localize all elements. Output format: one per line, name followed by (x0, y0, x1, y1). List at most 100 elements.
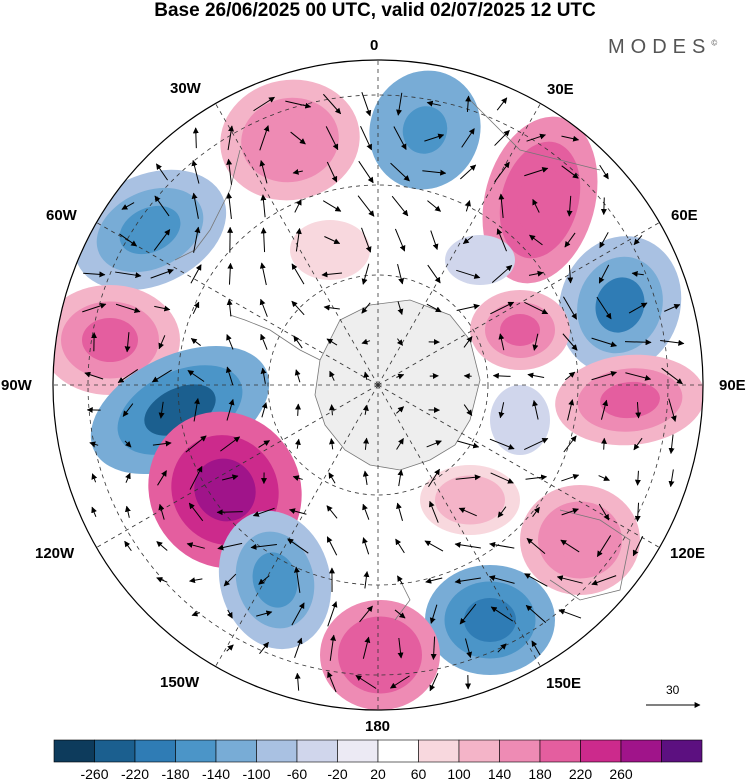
wind-vector (221, 474, 239, 481)
colorbar-tick-label: -180 (161, 766, 190, 782)
lon-label-150e: 150E (546, 675, 582, 692)
wind-vector (396, 338, 403, 346)
anomaly-patch (508, 406, 532, 434)
anomaly-patch (82, 318, 138, 362)
wind-vector (598, 475, 610, 481)
wind-vector (259, 262, 267, 286)
meridian-line (215, 384, 379, 667)
wind-vector (292, 475, 303, 482)
wind-vector (456, 303, 480, 312)
wind-vector (260, 367, 267, 384)
lon-label-60e: 60E (671, 207, 698, 224)
wind-vector (562, 296, 578, 320)
wind-vector (357, 195, 375, 217)
wind-vector (455, 474, 481, 481)
wind-vector (294, 672, 301, 691)
wind-vector (322, 200, 342, 212)
wind-vector (488, 575, 515, 584)
wind-vector (628, 302, 648, 314)
wind-vector (193, 397, 200, 422)
reference-vector-label: 30 (666, 683, 680, 697)
wind-vector (635, 402, 642, 419)
wind-vector (566, 195, 573, 217)
wind-vector (668, 434, 675, 455)
anomaly-patch (516, 166, 564, 234)
lon-label-150w: 150W (160, 674, 200, 691)
wind-vector (556, 575, 583, 584)
wind-vector (225, 366, 234, 386)
anomaly-patch (356, 633, 404, 677)
wind-vector (192, 127, 199, 149)
wind-vector (524, 438, 549, 450)
wind-vector (625, 372, 652, 381)
wind-vector (362, 537, 370, 555)
wind-vector (329, 404, 336, 416)
wind-vector (82, 302, 107, 313)
wind-vector (295, 403, 302, 416)
modes-logo: MODES© (608, 36, 718, 58)
wind-vector (361, 302, 371, 314)
wind-vector (294, 637, 303, 658)
wind-vector (598, 264, 610, 284)
wind-vector (187, 370, 205, 382)
anomaly-patch (464, 598, 516, 642)
wind-vector (664, 304, 681, 312)
meridian-line (96, 384, 379, 548)
wind-vector (525, 474, 548, 481)
wind-vector (396, 373, 405, 380)
meridian-line (377, 384, 541, 667)
wind-vector (591, 337, 617, 348)
wind-vector (634, 470, 641, 486)
wind-vector (601, 437, 608, 450)
wind-vector (591, 575, 617, 586)
wind-vector (156, 577, 168, 583)
colorbar-tick-label: 140 (487, 766, 512, 782)
colorbar-swatch (337, 739, 379, 763)
anomaly-shading (53, 70, 703, 710)
wind-vector (158, 503, 165, 520)
wind-vector (489, 438, 515, 450)
wind-vector (491, 265, 513, 283)
wind-vector (362, 503, 370, 520)
wind-vector (561, 165, 579, 179)
wind-vector (524, 167, 549, 177)
wind-vector (660, 339, 685, 346)
anomaly-patch (500, 314, 540, 346)
antarctic-peninsula-outline (229, 314, 321, 361)
map-title: Base 26/06/2025 00 UTC, valid 02/07/2025… (154, 0, 596, 21)
lon-label-30w: 30W (170, 80, 201, 97)
wind-vector (490, 301, 515, 315)
wind-vector (223, 573, 237, 587)
lon-label-30e: 30E (547, 81, 574, 98)
wind-vector (532, 506, 540, 517)
colorbar-swatch (377, 739, 419, 763)
wind-vector (327, 671, 337, 693)
wind-vector (295, 227, 302, 252)
wind-vector (329, 370, 335, 381)
wind-vector (600, 197, 607, 216)
wind-vector (192, 301, 200, 315)
wind-vector (227, 262, 234, 285)
wind-vector (294, 199, 302, 213)
wind-vector (150, 268, 174, 279)
wind-vector (362, 404, 369, 415)
colorbar-tick-label: -100 (242, 766, 271, 782)
wind-vector (191, 159, 200, 184)
wind-vector (596, 535, 612, 558)
wind-vector (456, 269, 481, 279)
wind-vector (494, 130, 510, 146)
wind-vector (326, 338, 338, 346)
wind-vector (459, 164, 477, 180)
wind-vector (293, 335, 303, 349)
wind-vector (567, 265, 574, 284)
wind-vector (560, 539, 580, 553)
colorbar-tick-label: 180 (528, 766, 552, 782)
wind-vector (396, 438, 404, 450)
wind-vector (154, 195, 170, 217)
wind-vector (497, 506, 507, 518)
wind-vector (258, 440, 270, 448)
wind-vector (115, 271, 142, 279)
wind-vector (124, 540, 132, 552)
wind-vector (227, 125, 235, 151)
wind-vector (361, 263, 370, 285)
